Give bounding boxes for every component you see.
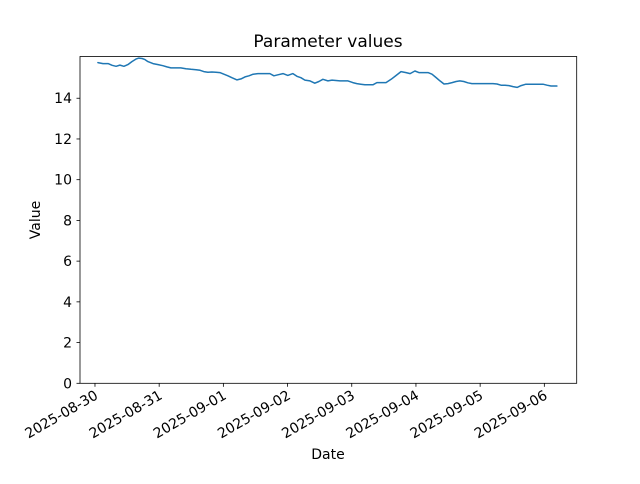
x-tick-label: 2025-09-06 (472, 388, 551, 443)
y-tick-label: 12 (54, 132, 72, 148)
y-axis-label: Value (28, 201, 44, 239)
series-layer (97, 57, 558, 89)
chart-title: Parameter values (253, 32, 402, 52)
x-axis-label: Date (311, 447, 344, 463)
y-tick-label: 14 (54, 91, 72, 107)
y-tick-label: 2 (63, 336, 72, 352)
y-tick-label: 0 (63, 376, 72, 392)
y-tick-label: 4 (63, 295, 72, 311)
y-tick-label: 8 (63, 213, 72, 229)
y-tick-label: 10 (54, 173, 72, 189)
axes-frame (79, 56, 578, 384)
parameter-series-line (97, 57, 558, 89)
tick-layer: 2025-08-302025-08-312025-09-012025-09-02… (23, 91, 551, 442)
y-tick-label: 6 (63, 254, 72, 270)
